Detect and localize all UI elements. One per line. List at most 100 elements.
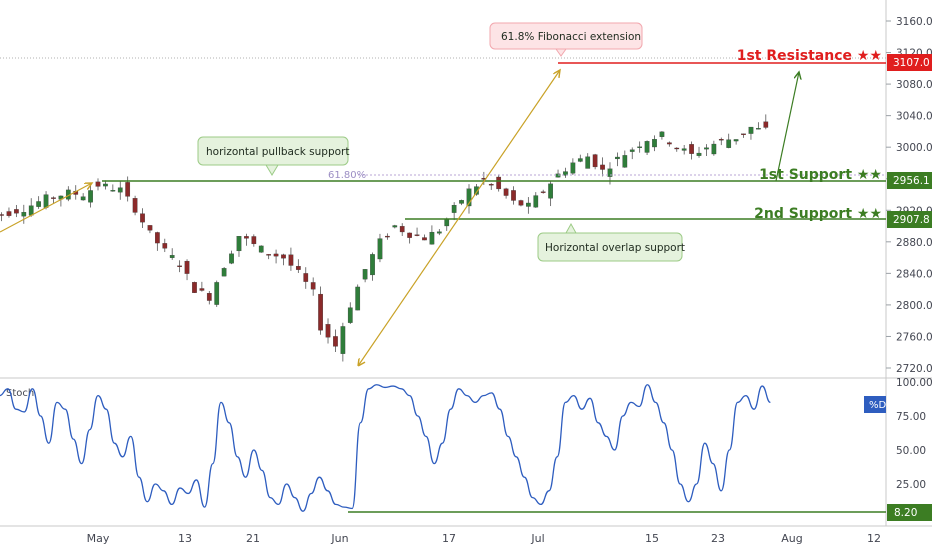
candle-body [414, 234, 420, 236]
stoch-axis: 100.00 75.00 50.00 25.00 [896, 377, 932, 491]
candle-body [503, 188, 509, 196]
resistance-label: 1st Resistance ★★ [737, 48, 882, 64]
candle-body [600, 164, 605, 170]
price-tick-label: 2720.0 [896, 363, 932, 375]
candle-body [258, 245, 264, 253]
candle-body [355, 286, 361, 311]
candle-body [177, 265, 182, 267]
candle-body [711, 143, 717, 155]
candle-body [103, 183, 108, 187]
date-tick-label: Jul [530, 532, 544, 545]
stoch-tick-label: 50.00 [896, 445, 926, 457]
candle-body [704, 147, 709, 150]
candle-body [511, 190, 516, 201]
candle-body [370, 254, 375, 276]
candle-body [169, 255, 175, 258]
candle-body [288, 254, 294, 266]
price-tick-label: 3160.0 [896, 16, 932, 28]
candle-body [526, 202, 531, 207]
price-tick-label: 3080.0 [896, 79, 932, 91]
support-1-label: 1st Support ★★ [759, 167, 882, 183]
candle-body [281, 254, 286, 259]
fib-extension-arrow [358, 70, 560, 366]
candle-body [577, 158, 583, 162]
resistance-price-tag: 3107.0 [887, 54, 932, 71]
date-tick-label: 21 [246, 532, 260, 545]
price-tick-label: 2760.0 [896, 331, 932, 343]
candle-body [192, 282, 197, 293]
candle-body [399, 226, 405, 233]
candle-body [629, 149, 635, 152]
candle-body [117, 187, 123, 193]
stoch-d-line [0, 384, 771, 512]
candle-body [347, 307, 353, 323]
callout-overlap-text: Horizontal overlap support [545, 242, 685, 254]
candle-body [80, 196, 86, 201]
candle-body [674, 147, 680, 150]
trend-arrow-early [0, 183, 92, 233]
stoch-legend-badge: %D [864, 396, 887, 413]
callout-fib-extension: 61.8% Fibonacci extension [489, 22, 643, 57]
stoch-tick-label: 25.00 [896, 479, 926, 491]
candle-body [251, 236, 257, 245]
candle-body [244, 236, 249, 239]
candle-body [147, 225, 153, 231]
candle-body [43, 194, 49, 208]
fib-level-label: 61.80% [328, 170, 366, 181]
price-tick-label: 2880.0 [896, 237, 932, 249]
candle-body [125, 182, 131, 197]
candle-body [459, 200, 464, 204]
candle-body [429, 231, 435, 245]
price-tick-label: 3040.0 [896, 111, 932, 123]
candle-body [615, 156, 620, 160]
candle-body [637, 146, 643, 148]
candle-body [518, 200, 524, 206]
candle-body [436, 231, 442, 234]
candle-body [6, 211, 12, 216]
candle-body [756, 128, 761, 130]
support-1-price-tag-text: 2956.1 [893, 175, 930, 187]
candle-body [689, 144, 694, 154]
candle-body [14, 209, 19, 214]
candle-body [659, 131, 665, 137]
candle-body [488, 184, 494, 186]
candle-body [362, 269, 368, 280]
candle-body [533, 195, 539, 208]
callout-pullback-support: horizontal pullback support [197, 136, 349, 176]
date-tick-label: 15 [645, 532, 659, 545]
stoch-level-tag-text: 8.20 [894, 507, 917, 519]
candle-body [422, 237, 427, 241]
date-tick-label: 23 [711, 532, 725, 545]
support-2-price-tag: 2907.8 [887, 211, 932, 228]
candle-body [385, 235, 390, 238]
stoch-tick-label: 100.00 [896, 377, 932, 389]
candle-body [666, 142, 672, 145]
support-1-price-tag: 2956.1 [887, 172, 932, 189]
support-2-price-tag-text: 2907.8 [893, 214, 930, 226]
callout-pullback-text: horizontal pullback support [206, 146, 349, 158]
candle-body [295, 266, 301, 270]
candle-body [162, 243, 168, 249]
candle-body [407, 232, 412, 238]
candle-body [555, 173, 561, 178]
candle-body [236, 236, 242, 252]
date-tick-label: 17 [442, 532, 456, 545]
candle-body [592, 154, 598, 168]
candle-body [741, 133, 746, 135]
candle-body [644, 141, 650, 153]
candle-body [496, 176, 502, 190]
date-tick-label: Jun [330, 532, 348, 545]
stoch-tick-label: 75.00 [896, 411, 926, 423]
candle-body [140, 213, 145, 223]
candle-body [221, 268, 227, 277]
candle-body [748, 126, 754, 134]
candle-body [266, 254, 272, 256]
candle-body [206, 293, 212, 301]
candle-body [696, 152, 702, 156]
candle-body [392, 225, 398, 228]
price-tick-label: 3000.0 [896, 142, 932, 154]
stoch-pane-title: Stoch [6, 388, 34, 399]
candle-body [21, 212, 27, 217]
